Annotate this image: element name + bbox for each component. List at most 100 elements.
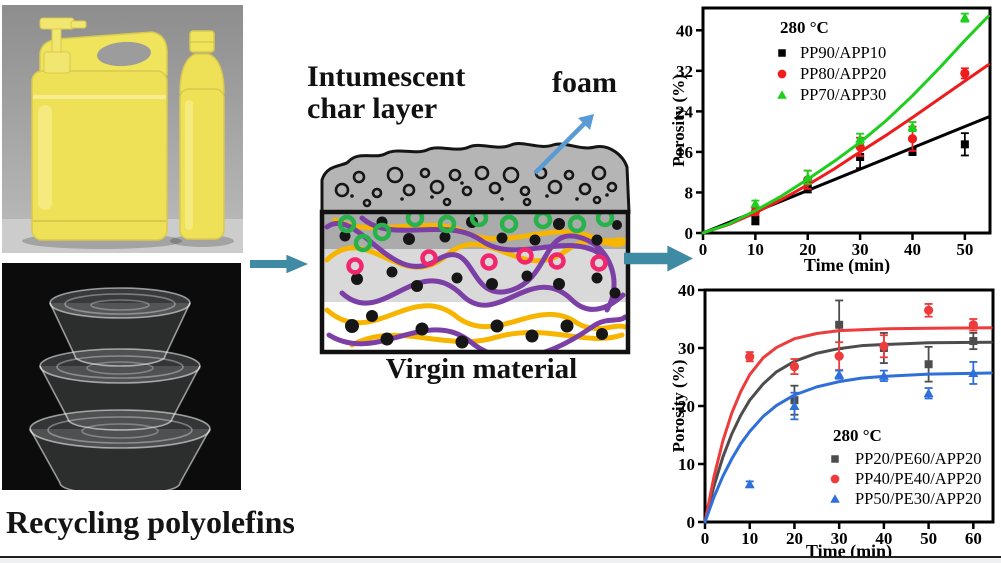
data-point-triangle — [802, 172, 813, 182]
container-stack — [29, 287, 211, 490]
jug-bottle — [31, 17, 168, 241]
data-point-square — [908, 147, 917, 156]
data-point-triangle — [777, 90, 787, 99]
legend: 280 °C PP20/PE60/APP20PP40/PE40/APP20PP50… — [830, 426, 982, 508]
polymer-network — [324, 214, 626, 350]
fit-line — [703, 340, 993, 524]
x-tick-label: 40 — [904, 240, 921, 259]
virgin-material-label: Virgin material — [385, 353, 578, 385]
plot-frame — [701, 6, 992, 235]
photo-plastic-containers — [2, 263, 241, 490]
legend-entry: PP70/APP30 — [800, 85, 886, 104]
data-point-triangle — [959, 12, 970, 22]
legend-entry: PP20/PE60/APP20 — [855, 449, 982, 468]
data-point-square — [778, 49, 786, 57]
photo-yellow-bottles — [2, 5, 243, 253]
pump-dispenser — [39, 17, 87, 74]
data-point-square — [969, 337, 978, 346]
caption-recycling-polyolefins: Recycling polyolefins — [6, 504, 295, 540]
x-tick-label: 10 — [747, 240, 764, 259]
data-point-triangle — [855, 133, 866, 143]
data-point-triangle — [834, 369, 845, 379]
axes: 0 10 20 30 40 50 0 8 16 24 32 40 Time (min) Porosity … — [672, 6, 992, 274]
filler-particles — [339, 216, 622, 349]
x-tick-label: 0 — [699, 240, 708, 259]
porosity-chart-top: 0 10 20 30 40 50 0 8 16 24 32 40 Time (min) Porosity … — [672, 6, 992, 274]
data-point-circle — [879, 341, 889, 351]
data-point-circle — [968, 320, 978, 330]
legend-entry: PP50/PE30/APP20 — [855, 489, 982, 508]
legend-annotation: 280 °C — [780, 18, 829, 37]
legend-entry: PP80/APP20 — [800, 64, 886, 83]
legend-entry: PP90/APP10 — [800, 43, 886, 62]
data-point-triangle — [923, 388, 934, 398]
data-point-circle — [830, 474, 840, 484]
x-tick-label: 60 — [965, 529, 982, 548]
data-point-triangle — [789, 401, 800, 410]
flow-arrow-left — [250, 253, 308, 275]
y-tick-label: 16 — [676, 143, 693, 162]
data-point-square — [960, 140, 969, 149]
intumescent-diagram: Intumescent char layer foam Virgin mater… — [297, 55, 667, 400]
y-tick-label: 0 — [685, 224, 694, 243]
fit-line — [701, 14, 990, 235]
data-point-triangle — [744, 479, 755, 489]
chart-porosity-pp-pe-app: 0 10 20 30 40 50 60 0 10 20 30 40 Time (min) Porosity… — [672, 276, 1001, 563]
x-tick-label: 30 — [852, 240, 869, 259]
containers-illustration — [2, 263, 241, 490]
data-point-square — [751, 216, 760, 225]
pump-free-bottle — [179, 30, 225, 240]
x-tick-label: 30 — [831, 529, 848, 548]
series-pp70-app30 — [701, 12, 990, 235]
fit-line — [703, 371, 993, 524]
y-axis-label: Porosity (%) — [672, 360, 688, 453]
x-tick-label: 50 — [920, 529, 937, 548]
data-point-square — [835, 320, 844, 329]
char-layer-blob — [320, 142, 631, 214]
series-pp50-pe30-app20 — [703, 361, 993, 524]
data-point-circle — [960, 68, 970, 78]
char-layer-label: Intumescent char layer — [307, 60, 466, 126]
legend-annotation: 280 °C — [833, 426, 882, 445]
flow-arrow-right — [624, 243, 693, 274]
data-point-triangle — [750, 198, 761, 208]
foam-arrow-icon — [533, 114, 594, 175]
data-point-triangle — [878, 370, 889, 380]
chart-porosity-pp-app: 0 10 20 30 40 50 0 8 16 24 32 40 Time (min) Porosity … — [672, 0, 1001, 274]
fit-line — [703, 326, 993, 524]
y-tick-label: 32 — [676, 62, 693, 81]
blowing-agent-rings — [337, 214, 615, 275]
data-point-circle — [745, 352, 755, 362]
handle-hole — [97, 41, 151, 67]
diagram-drawing — [319, 114, 631, 355]
virgin-material-box-border — [319, 209, 631, 355]
x-axis-label: Time (min) — [804, 255, 890, 274]
legend: 280 °C PP90/APP10 PP80/APP20 PP70/APP30 — [777, 18, 886, 104]
x-tick-label: 20 — [786, 529, 803, 548]
x-tick-label: 40 — [875, 529, 892, 548]
yellow-bottles-illustration — [2, 5, 243, 253]
y-tick-label: 10 — [678, 455, 695, 474]
arrow-right-icon — [624, 245, 693, 272]
x-tick-label: 50 — [956, 240, 973, 259]
x-tick-label: 20 — [799, 240, 816, 259]
page-divider — [0, 556, 1001, 563]
legend-entry: PP40/PE40/APP20 — [855, 469, 982, 488]
data-point-triangle — [968, 367, 979, 377]
data-point-square — [831, 455, 839, 463]
fit-line — [701, 63, 990, 235]
y-tick-label: 8 — [685, 183, 694, 202]
data-point-circle — [907, 134, 918, 144]
data-point-triangle — [907, 121, 918, 131]
y-tick-label: 30 — [678, 339, 695, 358]
data-point-triangle — [830, 494, 840, 503]
foam-label: foam — [552, 66, 617, 99]
y-tick-label: 40 — [678, 281, 695, 300]
char-specks — [350, 181, 609, 201]
y-tick-label: 24 — [676, 102, 694, 121]
series-pp40-pe40-app20 — [703, 303, 993, 524]
data-point-circle — [834, 351, 844, 361]
